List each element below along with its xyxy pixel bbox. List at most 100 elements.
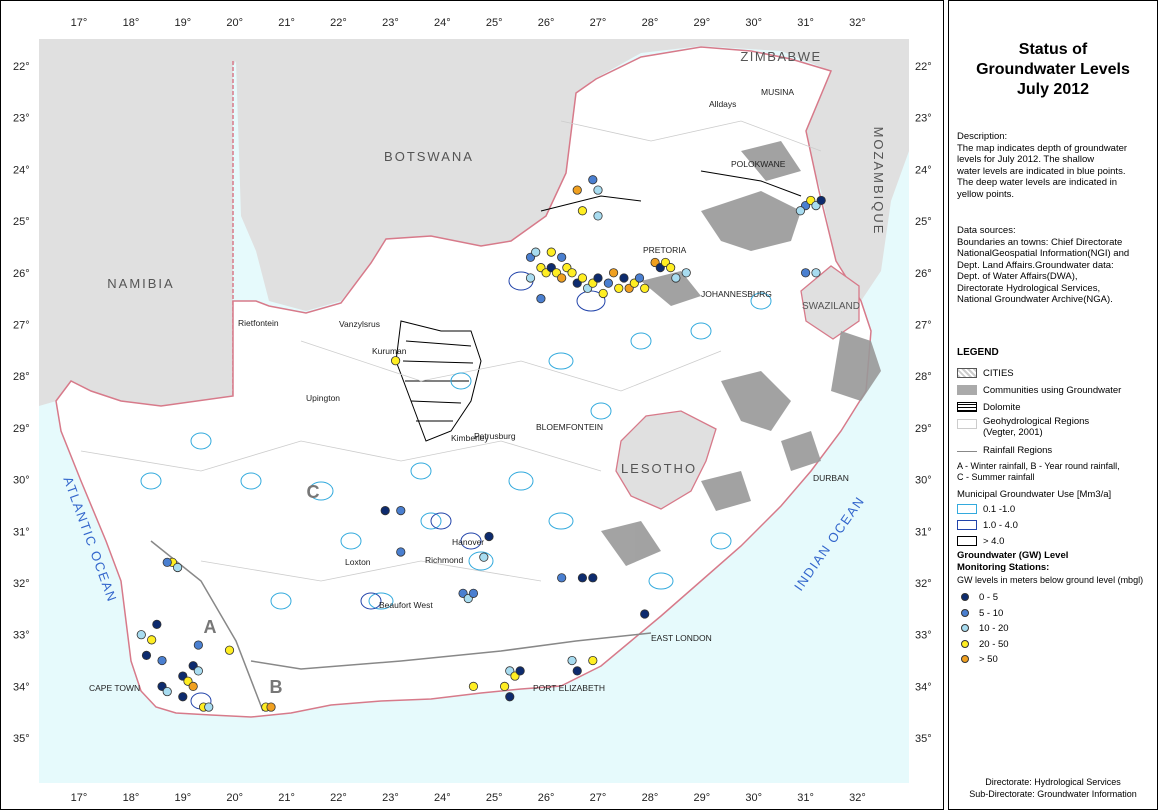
sources-line: Dept. Land Affairs.Groundwater data: xyxy=(957,259,1114,271)
town-hanover: Hanover xyxy=(452,537,484,547)
gw-legend-label: 0 - 5 xyxy=(979,592,999,603)
map-canvas: 17° 17° 18° 18° 19° 19° 20° 20° 21° 21° 22° 22° 23° 2… xyxy=(13,17,932,804)
station-point xyxy=(588,655,598,666)
lat-tick-right: 29° xyxy=(915,423,932,435)
legend-mun-1: 0.1 -1.0 xyxy=(983,504,1016,515)
lon-tick-bottom: 29° xyxy=(693,792,710,804)
legend-cities: CITIES xyxy=(983,368,1014,379)
town-alldays: Alldays xyxy=(709,99,736,109)
rainfall-swatch xyxy=(957,451,977,452)
town-durban: DURBAN xyxy=(813,473,849,483)
description-line: Description: xyxy=(957,131,1008,142)
legend-panel: Status of Groundwater Levels July 2012 D… xyxy=(948,0,1158,810)
station-point xyxy=(593,273,603,283)
station-point xyxy=(681,268,691,278)
lat-tick-left: 30° xyxy=(13,475,30,487)
station-point xyxy=(816,195,826,206)
legend-municipal: Municipal Groundwater Use [Mm3/a] xyxy=(957,489,1112,500)
mun-swatch-3 xyxy=(957,536,977,546)
station-point xyxy=(178,692,188,702)
town-kimberley: Kimberley xyxy=(451,433,490,443)
lat-tick-right: 23° xyxy=(915,113,932,125)
town-richmond: Richmond xyxy=(425,555,464,565)
lon-tick-bottom: 17° xyxy=(71,792,88,804)
station-point xyxy=(795,206,806,216)
lon-tick-top: 23° xyxy=(382,17,399,29)
label-swaziland: SWAZILAND xyxy=(802,301,860,312)
geohydro-lines xyxy=(80,120,822,582)
map-panel: 17° 17° 18° 18° 19° 19° 20° 20° 21° 21° 22° 22° 23° 2… xyxy=(0,0,944,810)
lon-tick-top: 17° xyxy=(71,17,88,29)
station-point xyxy=(567,268,577,278)
gw-legend-dot xyxy=(961,608,969,617)
station-point xyxy=(468,588,479,598)
town-labels: Alldays MUSINA POLOKWANE PRETORIA JOHANN… xyxy=(89,87,849,693)
lat-tick-left: 32° xyxy=(13,578,30,590)
station-point xyxy=(531,247,541,257)
lat-tick-left: 26° xyxy=(13,268,30,280)
lat-tick-left: 24° xyxy=(13,164,30,176)
lon-tick-top: 30° xyxy=(745,17,762,29)
station-point xyxy=(468,681,479,692)
station-point xyxy=(593,185,603,195)
legend-geohydro-1: Geohydrological Regions xyxy=(983,416,1090,427)
sources-line: NationalGeospatial Information(NGI) and xyxy=(957,248,1130,259)
lon-tick-top: 26° xyxy=(538,17,555,29)
town-rietfontein: Rietfontein xyxy=(238,318,279,328)
description-block: Description: The map indicates depth of … xyxy=(957,131,1153,200)
monitoring-stations xyxy=(136,175,826,712)
gw-legend-label: 5 - 10 xyxy=(979,607,1004,619)
map-title-line1: Status of xyxy=(1018,41,1088,58)
station-point xyxy=(577,206,588,216)
legend-rainfall-desc-1: A - Winter rainfall, B - Year round rain… xyxy=(957,461,1120,471)
town-vanzylsrus: Vanzylsrus xyxy=(339,319,380,329)
station-point xyxy=(484,531,494,542)
lon-tick-bottom: 22° xyxy=(330,792,347,804)
mun-swatch-1 xyxy=(957,504,977,514)
lon-tick-bottom: 23° xyxy=(382,792,399,804)
lon-tick-top: 32° xyxy=(849,17,866,29)
station-point xyxy=(598,288,608,299)
station-point xyxy=(136,630,146,640)
legend-gw-head-2: Monitoring Stations: xyxy=(957,562,1050,573)
sources-line: Dept. of Water Affairs(DWA), xyxy=(957,271,1078,282)
station-point xyxy=(588,573,598,583)
lon-tick-bottom: 21° xyxy=(278,792,295,804)
gw-legend-label: 20 - 50 xyxy=(979,638,1009,650)
legend-geohydro-2: (Vegter, 2001) xyxy=(983,427,1043,438)
swaziland-land xyxy=(800,265,860,340)
lat-tick-right: 22° xyxy=(915,61,932,73)
lon-tick-top: 29° xyxy=(693,17,710,29)
lon-tick-top: 25° xyxy=(486,17,503,29)
lat-tick-right: 32° xyxy=(915,578,932,590)
station-point xyxy=(572,185,582,195)
town-cape-town: CAPE TOWN xyxy=(89,683,140,693)
station-point xyxy=(162,557,172,567)
legend-gw-head-1: Groundwater (GW) Level xyxy=(957,550,1069,561)
station-point xyxy=(188,681,198,692)
station-point xyxy=(162,686,172,697)
station-point xyxy=(567,655,577,666)
label-lesotho: LESOTHO xyxy=(621,461,697,476)
lat-tick-left: 25° xyxy=(13,216,30,228)
town-beaufort-west: Beaufort West xyxy=(379,600,433,610)
lon-tick-bottom: 30° xyxy=(745,792,762,804)
sources-line: Boundaries an towns: Chief Directorate xyxy=(957,236,1123,248)
lon-tick-bottom: 27° xyxy=(590,792,607,804)
town-upington: Upington xyxy=(306,393,340,403)
station-point xyxy=(499,681,510,692)
station-point xyxy=(557,573,567,583)
town-johannesburg: JOHANNESBURG xyxy=(701,289,772,299)
gw-legend-dot xyxy=(961,639,969,648)
station-point xyxy=(193,640,203,650)
station-point xyxy=(390,356,401,366)
label-mozambique: MOZAMBIQUE xyxy=(871,127,886,236)
lon-tick-top: 31° xyxy=(797,17,814,29)
description-line: water levels are indicated in blue point… xyxy=(957,165,1126,177)
lon-tick-top: 18° xyxy=(123,17,140,29)
station-point xyxy=(266,702,276,712)
town-loxton: Loxton xyxy=(345,557,371,567)
lat-tick-left: 22° xyxy=(13,61,30,73)
communities-swatch xyxy=(957,385,977,395)
station-point xyxy=(557,273,567,283)
